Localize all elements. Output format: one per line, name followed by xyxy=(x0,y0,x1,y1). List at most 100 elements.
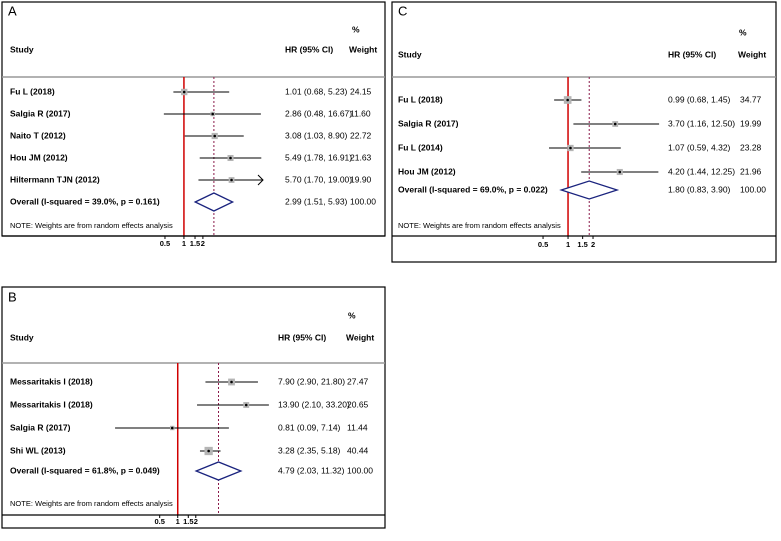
point-estimate xyxy=(207,449,210,453)
weight-label: 21.96 xyxy=(740,166,762,176)
forest-panel: A% Study HR (95% CI) Weight Fu L (2018) 1.01 … xyxy=(1,1,386,248)
point-estimate xyxy=(618,170,622,174)
overall-ci-label: 2.99 (1.51, 5.93) xyxy=(285,196,348,206)
ci-label: 3.28 (2.35, 5.18) xyxy=(278,445,341,455)
study-name: Salgia R (2017) xyxy=(10,422,71,432)
x-tick-label: 0.5 xyxy=(538,240,548,249)
weight-label: 11.60 xyxy=(350,108,371,118)
overall-diamond xyxy=(193,192,235,212)
ci-label: 2.86 (0.48, 16.67) xyxy=(285,108,352,118)
ci-header: HR (95% CI) xyxy=(278,332,326,342)
ci-label: 3.08 (1.03, 8.90) xyxy=(285,130,348,140)
x-tick-label: 1.5 xyxy=(577,240,587,249)
study-name: Salgia R (2017) xyxy=(10,108,71,118)
ci-label: 7.90 (2.90, 21.80) xyxy=(278,376,345,386)
x-tick-label: 0.5 xyxy=(154,517,164,526)
point-estimate xyxy=(229,156,232,160)
weight-label: 24.15 xyxy=(350,86,372,96)
ci-label: 5.49 (1.78, 16.91) xyxy=(285,152,352,162)
weight-label: 19.99 xyxy=(740,118,762,128)
ci-label: 5.70 (1.70, 19.00) xyxy=(285,174,352,184)
study-name: Fu L (2014) xyxy=(398,142,443,152)
point-estimate xyxy=(230,178,233,182)
weight-label: 34.77 xyxy=(740,94,762,104)
study-name: Fu L (2018) xyxy=(10,86,55,96)
x-tick-label: 1 xyxy=(176,517,180,526)
weight-label: 21.63 xyxy=(350,152,372,162)
overall-label: Overall (I-squared = 69.0%, p = 0.022) xyxy=(398,184,548,194)
overall-ci-label: 4.79 (2.03, 11.32) xyxy=(278,465,345,475)
overall-weight-label: 100.00 xyxy=(740,184,766,194)
note: NOTE: Weights are from random effects an… xyxy=(10,499,173,508)
ci-label: 4.20 (1.44, 12.25) xyxy=(668,166,735,176)
point-estimate xyxy=(182,90,186,94)
study-name: Shi WL (2013) xyxy=(10,445,66,455)
overall-ci-label: 1.80 (0.83, 3.90) xyxy=(668,184,731,194)
x-tick-label: 1.5 xyxy=(190,239,200,248)
x-tick-label: 1.5 xyxy=(183,517,193,526)
x-tick-label: 2 xyxy=(194,517,198,526)
weight-header: Weight xyxy=(349,44,377,54)
ci-arrow xyxy=(257,174,264,186)
ci-header: HR (95% CI) xyxy=(285,44,333,54)
weight-label: 23.28 xyxy=(740,142,762,152)
ci-label: 13.90 (2.10, 33.20) xyxy=(278,399,350,409)
x-tick-label: 2 xyxy=(591,240,595,249)
ci-label: 3.70 (1.16, 12.50) xyxy=(668,118,735,128)
overall-label: Overall (I-squared = 39.0%, p = 0.161) xyxy=(10,196,160,206)
panel-label: B xyxy=(8,289,17,304)
point-estimate xyxy=(211,112,214,116)
percent-header: % xyxy=(739,27,747,37)
study-name: Messaritakis I (2018) xyxy=(10,376,93,386)
percent-header: % xyxy=(348,310,356,320)
panel-label: A xyxy=(8,3,17,18)
note: NOTE: Weights are from random effects an… xyxy=(10,221,173,230)
ci-label: 1.07 (0.59, 4.32) xyxy=(668,142,731,152)
weight-label: 27.47 xyxy=(347,376,369,386)
study-header: Study xyxy=(398,49,422,59)
panel-frame xyxy=(1,286,386,529)
weight-label: 22.72 xyxy=(350,130,372,140)
study-name: Messaritakis I (2018) xyxy=(10,399,93,409)
x-tick-label: 2 xyxy=(201,239,205,248)
study-name: Salgia R (2017) xyxy=(398,118,459,128)
ci-label: 1.01 (0.68, 5.23) xyxy=(285,86,348,96)
point-estimate xyxy=(230,380,233,384)
point-estimate xyxy=(170,426,174,430)
ci-label: 0.99 (0.68, 1.45) xyxy=(668,94,731,104)
weight-header: Weight xyxy=(738,49,766,59)
weight-label: 11.44 xyxy=(347,422,368,432)
study-name: Fu L (2018) xyxy=(398,94,443,104)
forest-panel: C% Study HR (95% CI) Weight Fu L (2018) 0.99 … xyxy=(391,1,777,263)
note: NOTE: Weights are from random effects an… xyxy=(398,221,561,230)
weight-header: Weight xyxy=(346,332,374,342)
study-name: Naito T (2012) xyxy=(10,130,66,140)
x-tick-label: 0.5 xyxy=(160,239,170,248)
point-estimate xyxy=(569,146,572,150)
forest-panel: B% Study HR (95% CI) Weight Messaritakis I (… xyxy=(1,286,386,529)
overall-weight-label: 100.00 xyxy=(347,465,373,475)
point-estimate xyxy=(613,122,617,126)
overall-diamond xyxy=(194,461,243,481)
study-header: Study xyxy=(10,44,34,54)
weight-label: 19.90 xyxy=(350,174,372,184)
panel-frame xyxy=(391,1,777,263)
x-tick-label: 1 xyxy=(566,240,570,249)
study-name: Hiltermann TJN (2012) xyxy=(10,174,100,184)
point-estimate xyxy=(566,98,569,102)
overall-diamond xyxy=(559,180,620,200)
panel-label: C xyxy=(398,3,407,18)
ci-header: HR (95% CI) xyxy=(668,49,716,59)
study-name: Hou JM (2012) xyxy=(10,152,68,162)
weight-label: 40.44 xyxy=(347,445,369,455)
ci-label: 0.81 (0.09, 7.14) xyxy=(278,422,341,432)
x-tick-label: 1 xyxy=(182,239,186,248)
weight-label: 20.65 xyxy=(347,399,369,409)
overall-weight-label: 100.00 xyxy=(350,196,376,206)
point-estimate xyxy=(244,403,248,407)
study-name: Hou JM (2012) xyxy=(398,166,456,176)
point-estimate xyxy=(213,134,217,138)
study-header: Study xyxy=(10,332,34,342)
